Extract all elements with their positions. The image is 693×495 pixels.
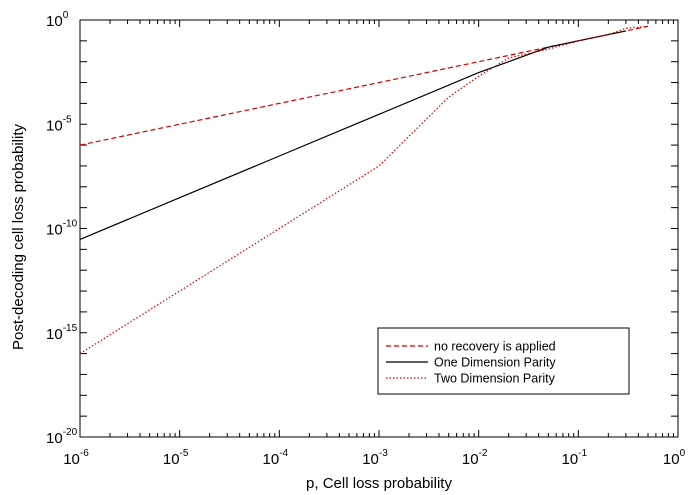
y-tick-base: 10 [46,326,63,343]
legend-label: One Dimension Parity [434,356,556,370]
x-axis-title: p, Cell loss probability [306,475,452,492]
x-tick-base: 10 [63,451,80,468]
legend: no recovery is applied One Dimension Pari… [377,327,630,395]
x-tick-base: 10 [163,451,180,468]
y-axis-title: Post-decoding cell loss probability [10,124,27,350]
x-tick-exponent: -4 [279,448,288,459]
x-tick-label: 10-1 [562,448,588,468]
y-tick-label: 10-20 [46,427,78,447]
y-tick-base: 10 [46,117,63,134]
legend-label: Two Dimension Parity [434,372,556,386]
y-tick-base: 10 [46,430,63,447]
x-tick-base: 10 [562,451,579,468]
series-line-3 [79,25,649,355]
x-tick-label: 10-6 [63,448,89,468]
y-tick-exponent: -10 [63,219,78,230]
x-tick-base: 10 [362,451,379,468]
y-tick-base: 10 [46,222,63,239]
y-tick-base: 10 [46,13,63,30]
x-tick-label: 100 [663,448,686,468]
series-line-1 [79,25,649,146]
y-tick-label: 100 [46,10,69,30]
x-axis-ticks: 10-6 10-5 10-4 10-3 10-2 10-1 100 [63,20,686,468]
x-tick-exponent: -1 [578,448,587,459]
x-tick-base: 10 [263,451,280,468]
x-tick-exponent: 0 [680,448,686,459]
x-tick-base: 10 [663,451,680,468]
x-tick-label: 10-2 [462,448,488,468]
x-tick-label: 10-3 [362,448,388,468]
x-tick-base: 10 [462,451,479,468]
x-tick-exponent: -5 [180,448,189,459]
x-tick-exponent: -2 [479,448,488,459]
series-line-2 [79,30,627,240]
y-tick-label: 10-5 [46,114,72,134]
x-tick-label: 10-5 [163,448,189,468]
y-tick-exponent: -5 [63,114,72,125]
y-tick-exponent: -20 [63,427,78,438]
legend-box [377,327,630,395]
y-tick-exponent: 0 [63,10,69,21]
series-layer [79,25,649,355]
x-tick-label: 10-4 [263,448,289,468]
y-tick-label: 10-15 [46,323,78,343]
y-tick-exponent: -15 [63,323,78,334]
legend-label: no recovery is applied [434,340,556,354]
y-tick-label: 10-10 [46,219,78,239]
x-tick-exponent: -3 [379,448,388,459]
x-tick-exponent: -6 [80,448,89,459]
